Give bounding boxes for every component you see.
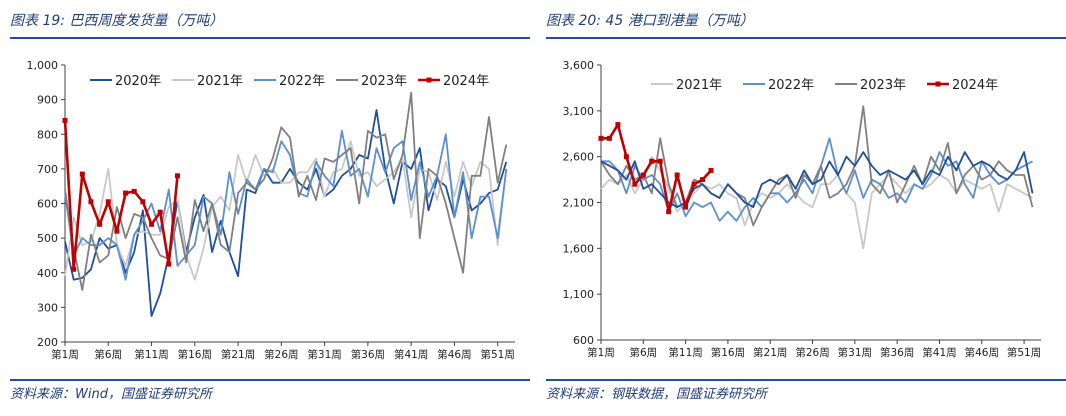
series-point-2024 xyxy=(700,177,706,183)
series-point-2024 xyxy=(606,135,612,141)
series-point-2024 xyxy=(691,181,697,187)
y-tick-label: 2,100 xyxy=(563,197,595,210)
series-point-2024 xyxy=(79,171,85,177)
x-tick-label: 第46周 xyxy=(965,346,999,359)
legend-label: 2022年 xyxy=(768,78,814,93)
legend-label: 2022年 xyxy=(279,74,325,89)
right-chart-title: 图表 20: 45 港口到港量（万吨） xyxy=(546,13,754,29)
legend-label: 2021年 xyxy=(676,78,722,93)
right-title-rule xyxy=(546,37,1066,39)
right-source-rule xyxy=(546,379,1066,381)
series-line-2020 xyxy=(600,151,1034,209)
series-point-2024 xyxy=(640,172,646,178)
x-tick-label: 第41周 xyxy=(922,346,956,359)
left-chart-panel: 图表 19: 巴西周度发货量（万吨） 200 300 400 500 600 700 800… xyxy=(10,0,530,416)
y-tick-label: 500 xyxy=(37,232,58,245)
y-tick-label: 900 xyxy=(37,94,58,107)
series-point-2024 xyxy=(175,173,180,179)
legend-label: 2020年 xyxy=(115,74,161,89)
x-tick-label: 第36周 xyxy=(880,346,914,359)
series-point-2024 xyxy=(140,199,146,205)
legend-label: 2024年 xyxy=(952,78,998,93)
legend-label: 2023年 xyxy=(361,74,407,89)
legend-marker xyxy=(935,81,941,87)
y-tick-label: 1,600 xyxy=(563,242,595,255)
series-line-2020 xyxy=(64,109,508,317)
series-point-2024 xyxy=(657,158,663,164)
x-tick-label: 第21周 xyxy=(753,346,787,359)
x-tick-label: 第46周 xyxy=(437,348,471,361)
y-tick-label: 200 xyxy=(37,336,58,349)
x-tick-label: 第16周 xyxy=(711,346,745,359)
left-chart-source: 资料来源：Wind，国盛证券研究所 xyxy=(10,387,212,402)
legend-label: 2023年 xyxy=(860,78,906,93)
y-tick-label: 3,100 xyxy=(563,105,595,118)
series-point-2024 xyxy=(157,209,163,215)
x-tick-label: 第6周 xyxy=(629,346,657,359)
x-tick-label: 第1周 xyxy=(51,348,79,361)
series-line-2023 xyxy=(64,91,508,292)
series-point-2024 xyxy=(683,204,689,210)
series-point-2024 xyxy=(149,221,155,227)
x-tick-label: 第31周 xyxy=(838,346,872,359)
y-tick-label: 2,600 xyxy=(563,151,595,164)
series-point-2024 xyxy=(71,266,77,272)
x-tick-label: 第36周 xyxy=(351,348,385,361)
y-tick-label: 400 xyxy=(37,267,58,280)
y-tick-label: 300 xyxy=(37,301,58,314)
legend-marker xyxy=(426,77,432,83)
series-line-2024 xyxy=(601,123,712,213)
x-tick-label: 第11周 xyxy=(134,348,168,361)
y-tick-label: 1,100 xyxy=(563,288,595,301)
series-point-2024 xyxy=(708,167,714,173)
x-tick-label: 第16周 xyxy=(178,348,212,361)
series-point-2024 xyxy=(615,122,621,128)
right-chart-panel: 图表 20: 45 港口到港量（万吨） 600 1,100 1,600 2,100 2,… xyxy=(546,0,1066,416)
series-point-2024 xyxy=(131,188,137,194)
series-point-2024 xyxy=(598,135,604,141)
left-chart-svg: 2003004005006007008009001,000第1周 第6周 第11周第… xyxy=(27,59,515,361)
left-chart-title: 图表 19: 巴西周度发货量（万吨） xyxy=(10,13,224,29)
series-point-2024 xyxy=(105,199,111,205)
x-tick-label: 第31周 xyxy=(307,348,341,361)
series-point-2024 xyxy=(88,199,94,205)
y-tick-label: 800 xyxy=(37,128,58,141)
right-chart-svg: 6001,1001,6002,1002,6003,1003,600第1周 第6周第… xyxy=(563,59,1042,359)
x-tick-label: 第26周 xyxy=(795,346,829,359)
right-chart-source: 资料来源：钢联数据，国盛证券研究所 xyxy=(546,387,768,402)
x-tick-label: 第51周 xyxy=(1007,346,1041,359)
left-title-rule xyxy=(10,37,530,39)
series-point-2024 xyxy=(62,117,68,123)
series-line-2022 xyxy=(601,137,1033,222)
series-line-2022 xyxy=(64,129,508,281)
left-source-rule xyxy=(10,379,530,381)
y-tick-label: 600 xyxy=(573,334,594,347)
x-tick-label: 第21周 xyxy=(221,348,255,361)
y-tick-label: 600 xyxy=(37,198,58,211)
y-tick-label: 3,600 xyxy=(563,59,595,72)
y-tick-label: 1,000 xyxy=(27,59,59,72)
series-line-2021 xyxy=(600,155,1033,250)
x-tick-label: 第26周 xyxy=(264,348,298,361)
series-point-2024 xyxy=(674,172,680,178)
series-point-2024 xyxy=(632,181,638,187)
series-point-2024 xyxy=(666,209,672,215)
x-tick-label: 第11周 xyxy=(668,346,702,359)
legend-label: 2021年 xyxy=(197,74,243,89)
x-tick-label: 第51周 xyxy=(481,348,515,361)
x-tick-label: 第41周 xyxy=(394,348,428,361)
x-tick-label: 第6周 xyxy=(94,348,122,361)
legend-label: 2024年 xyxy=(443,74,489,89)
series-line-2023 xyxy=(600,105,1034,227)
series-point-2024 xyxy=(649,158,655,164)
series-point-2024 xyxy=(123,190,129,196)
x-tick-label: 第1周 xyxy=(587,346,615,359)
series-point-2024 xyxy=(114,228,120,234)
series-point-2024 xyxy=(97,221,103,227)
series-point-2024 xyxy=(623,154,629,160)
y-tick-label: 700 xyxy=(37,163,58,176)
series-point-2024 xyxy=(166,261,172,267)
series-line-2024 xyxy=(63,120,179,271)
